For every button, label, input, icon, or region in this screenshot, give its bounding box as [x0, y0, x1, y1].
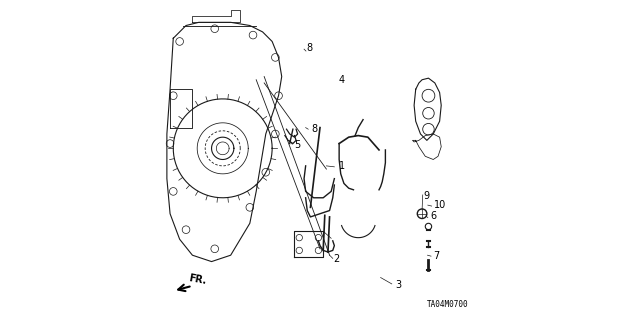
- Text: 1: 1: [339, 161, 345, 171]
- Text: 2: 2: [333, 254, 339, 264]
- Text: 6: 6: [431, 211, 437, 221]
- Text: 10: 10: [434, 200, 446, 210]
- Text: 7: 7: [433, 251, 440, 261]
- Text: 3: 3: [396, 280, 402, 290]
- Text: 4: 4: [339, 75, 344, 85]
- Text: FR.: FR.: [188, 273, 207, 286]
- Text: TA04M0700: TA04M0700: [427, 300, 468, 309]
- Text: 8: 8: [307, 43, 313, 54]
- Text: 8: 8: [311, 124, 317, 134]
- Text: 5: 5: [294, 140, 300, 150]
- Text: 9: 9: [423, 191, 429, 201]
